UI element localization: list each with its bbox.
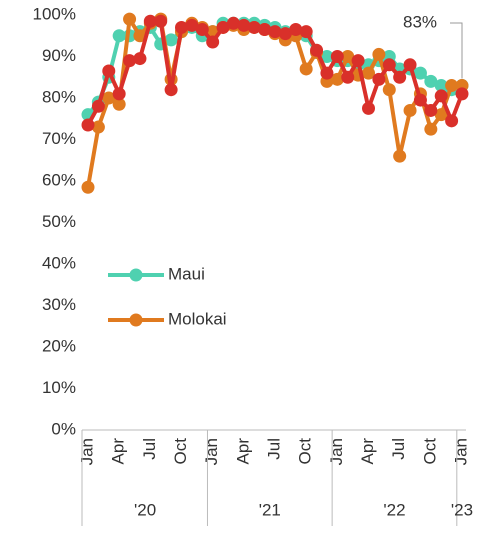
point [455, 87, 469, 101]
x-tick-label: Jan [77, 438, 96, 465]
point [81, 180, 95, 194]
point [382, 83, 396, 97]
x-tick-label: Oct [420, 438, 439, 465]
point [445, 114, 459, 128]
point [226, 16, 240, 30]
point [206, 35, 220, 49]
x-tick-label: Oct [296, 438, 315, 465]
point [424, 103, 438, 117]
x-tick-label: Apr [358, 438, 377, 465]
y-tick-label: 90% [42, 46, 76, 65]
point [424, 74, 438, 88]
point [393, 70, 407, 84]
point [91, 120, 105, 134]
point [434, 89, 448, 103]
annotation-bg [395, 10, 453, 36]
legend-label: Molokai [168, 309, 227, 328]
point [341, 50, 355, 63]
x-tick-label: Jan [327, 438, 346, 465]
point [123, 54, 137, 68]
point [237, 18, 251, 32]
point [216, 20, 230, 34]
x-tick-label: Apr [233, 438, 252, 465]
year-label: '21 [259, 500, 281, 519]
point [175, 20, 188, 34]
x-tick-label: Oct [171, 438, 190, 465]
point [413, 66, 427, 80]
point [445, 79, 459, 93]
point [330, 72, 344, 86]
y-tick-label: 50% [42, 212, 76, 231]
point [185, 18, 199, 32]
point [372, 47, 386, 61]
x-tick-label: Jul [140, 438, 159, 460]
x-tick-label: Apr [109, 438, 128, 465]
legend-marker [129, 313, 143, 327]
y-tick-label: 60% [42, 170, 76, 189]
x-tick-label: Jul [389, 438, 408, 460]
point [112, 29, 126, 43]
y-tick-label: 70% [42, 129, 76, 148]
point [393, 149, 407, 163]
x-tick-label: Jan [202, 438, 221, 465]
y-tick-label: 80% [42, 87, 76, 106]
annotation: 83% [403, 12, 437, 31]
point [91, 99, 105, 113]
point [330, 50, 344, 63]
point [299, 25, 313, 39]
y-tick-label: 10% [42, 378, 76, 397]
point [413, 93, 427, 107]
y-tick-label: 100% [33, 4, 76, 23]
x-tick-label: Jan [451, 438, 470, 465]
point [164, 83, 178, 97]
point [289, 23, 303, 37]
point [133, 52, 147, 66]
y-tick-label: 20% [42, 336, 76, 355]
point [102, 91, 116, 105]
point [154, 14, 168, 28]
point [372, 72, 386, 86]
point [112, 97, 126, 111]
point [434, 79, 448, 93]
point [341, 70, 355, 84]
y-tick-label: 40% [42, 253, 76, 272]
point [362, 101, 375, 115]
point [247, 20, 261, 34]
point [102, 64, 116, 78]
point [195, 23, 209, 37]
annotation-leader [450, 22, 463, 79]
legend-marker [129, 268, 143, 282]
x-tick-label: Jul [264, 438, 283, 460]
point [403, 103, 417, 117]
y-tick-label: 0% [51, 419, 76, 438]
point [123, 12, 137, 26]
point [403, 58, 417, 72]
point [351, 54, 365, 68]
legend-label: Maui [168, 264, 205, 283]
point [164, 33, 178, 47]
point [112, 87, 126, 101]
point [310, 43, 324, 57]
point [258, 23, 272, 37]
point [320, 66, 334, 80]
point [268, 25, 282, 39]
point [81, 118, 95, 132]
y-tick-label: 30% [42, 295, 76, 314]
point [424, 122, 438, 136]
year-label: '22 [383, 500, 405, 519]
point [143, 14, 157, 28]
point [320, 50, 334, 63]
point [382, 58, 396, 72]
year-label: '23 [451, 500, 473, 519]
point [434, 108, 448, 122]
point [362, 66, 375, 80]
year-label: '20 [134, 500, 156, 519]
point [299, 62, 313, 76]
point [133, 29, 147, 43]
point [278, 27, 292, 41]
